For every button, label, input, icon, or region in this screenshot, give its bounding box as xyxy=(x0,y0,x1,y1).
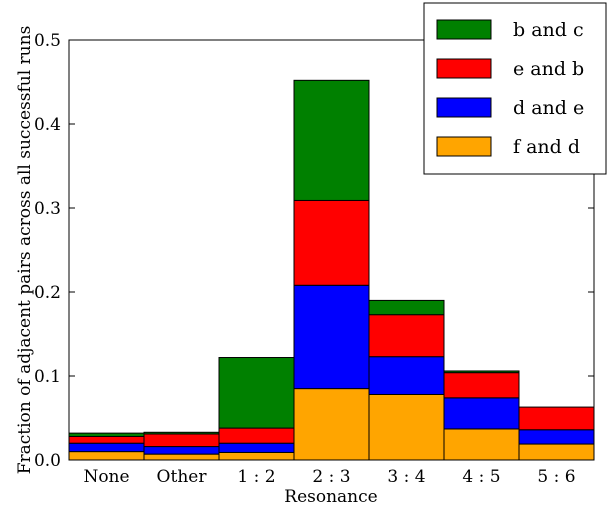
legend-label: e and b xyxy=(513,58,584,80)
plot-area-frame xyxy=(68,39,595,461)
bar-segment xyxy=(218,357,295,429)
bar-segment xyxy=(368,393,445,461)
legend-label: b and c xyxy=(513,19,584,41)
bar-segment xyxy=(443,372,520,399)
y-axis: 0.0 0.1 0.2 0.3 0.4 0.5 xyxy=(34,31,594,471)
bar-segment xyxy=(443,397,520,430)
bar-segment xyxy=(518,429,595,445)
x-tick-label: 4 : 5 xyxy=(462,467,500,487)
bar-segment xyxy=(143,446,220,455)
x-tick-label: 3 : 4 xyxy=(387,467,425,487)
y-tick-label: 0.1 xyxy=(34,367,61,387)
x-axis-label: Resonance xyxy=(284,487,377,507)
legend-label: f and d xyxy=(513,136,580,158)
bar-segment xyxy=(293,284,370,390)
bar-segment xyxy=(518,406,595,431)
x-tick-label: Other xyxy=(157,467,208,487)
bar-segment xyxy=(368,356,445,395)
y-tick-label: 0.2 xyxy=(34,283,61,303)
x-tick-label: None xyxy=(83,467,129,487)
bar-segment xyxy=(443,428,520,461)
bar-segment xyxy=(293,79,370,201)
y-tick-label: 0.4 xyxy=(34,115,61,135)
legend-label: d and e xyxy=(513,97,584,119)
legend-swatch xyxy=(436,58,492,79)
bar-segment xyxy=(218,442,295,453)
legend-swatch xyxy=(436,19,492,40)
bar-segment xyxy=(368,314,445,358)
bar-segment xyxy=(68,442,145,453)
legend-swatch xyxy=(436,97,492,118)
y-tick-label: 0.3 xyxy=(34,199,61,219)
bar-segment xyxy=(68,451,145,461)
y-tick-label: 0.0 xyxy=(34,451,61,471)
bar-segment xyxy=(218,451,295,461)
x-tick-label: 1 : 2 xyxy=(237,467,275,487)
legend-swatch xyxy=(436,136,492,157)
bar-segment xyxy=(368,299,445,316)
bar-segment xyxy=(143,431,220,435)
bar-segment xyxy=(293,388,370,461)
bar-segment xyxy=(218,427,295,444)
bar-segment xyxy=(143,433,220,448)
bar-segment xyxy=(443,370,520,374)
y-tick-label: 0.5 xyxy=(34,31,61,51)
bars-layer xyxy=(68,79,595,461)
bar-segment xyxy=(293,199,370,286)
x-tick-label: 5 : 6 xyxy=(537,467,575,487)
x-axis: None Other 1 : 2 2 : 3 3 : 4 4 : 5 5 : 6 xyxy=(83,467,575,487)
bar-segment xyxy=(68,435,145,444)
bar-segment xyxy=(518,443,595,461)
legend: b and c e and b d and e f and d xyxy=(423,2,607,175)
x-tick-label: 2 : 3 xyxy=(312,467,350,487)
bar-segment xyxy=(68,432,145,437)
y-axis-label: Fraction of adjacent pairs across all su… xyxy=(15,26,35,475)
bar-segment xyxy=(143,453,220,461)
